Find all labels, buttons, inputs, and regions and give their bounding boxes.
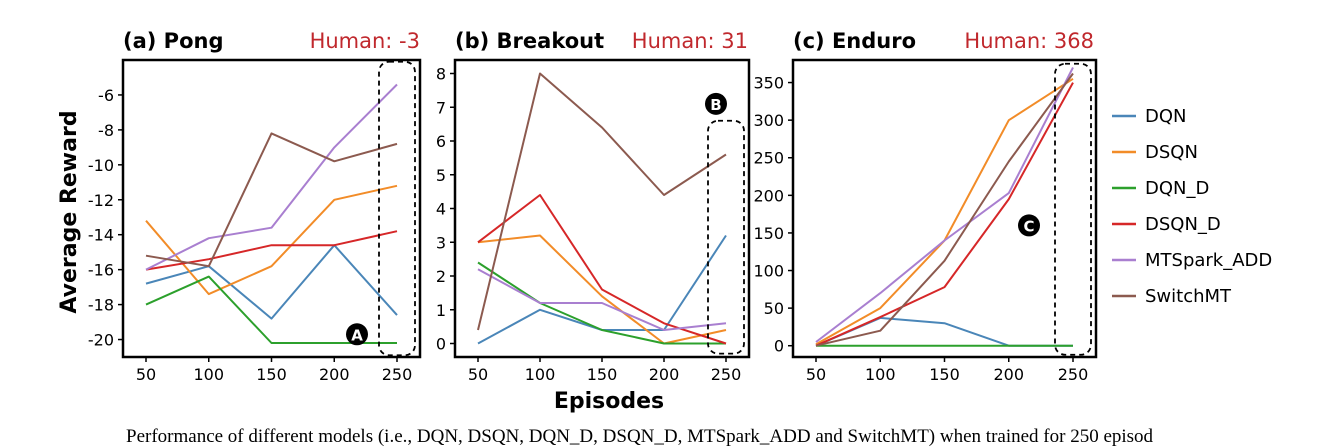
series-line-mtspark-add [815, 67, 1074, 343]
x-tick-label: 100 [865, 365, 896, 384]
x-tick-label: 150 [929, 365, 960, 384]
y-tick-label: -16 [88, 261, 114, 280]
y-tick-label: 200 [753, 186, 784, 205]
legend-item-dqn: DQN [1112, 106, 1187, 127]
human-score-label: Human: 368 [964, 29, 1094, 53]
y-tick-label: 1 [436, 301, 446, 320]
plot-frame [453, 58, 751, 359]
chart-panel-3: (c) Enduro Human: 368 0 50 100 150 200 250 300 35… [753, 29, 1098, 384]
legend-label: SwitchMT [1145, 286, 1232, 307]
x-tick-label: 200 [319, 365, 350, 384]
series-line-switchmt [145, 132, 398, 268]
plot-frame [121, 58, 422, 359]
x-tick-label: 150 [587, 365, 618, 384]
y-tick-label: -6 [98, 86, 114, 105]
y-tick-label: -10 [88, 156, 114, 175]
chart-title: (b) Breakout [455, 29, 604, 53]
x-tick-label: 50 [806, 365, 826, 384]
x-tick-label: 50 [468, 365, 488, 384]
y-axis-label: Average Reward [57, 110, 82, 313]
marker-badge [346, 323, 368, 346]
y-tick-label: -18 [88, 296, 114, 315]
legend-item-dsqn: DSQN [1112, 142, 1198, 163]
y-tick-label: -14 [88, 226, 114, 245]
legend: DQN DSQN DQN_D DSQN_D MTSpark_ADD SwitchMT [1112, 106, 1272, 307]
y-tick-label: 8 [436, 65, 446, 84]
legend-label: DQN_D [1145, 178, 1209, 199]
series-line-dsqn-d [477, 194, 727, 345]
marker-badge [705, 92, 727, 115]
series-line-dsqn-d [815, 82, 1074, 347]
series-line-switchmt [477, 72, 727, 331]
series-line-dsqn [145, 184, 398, 296]
figure-caption: Performance of different models (i.e., D… [126, 426, 1154, 447]
series-line-mtspark-add [477, 268, 727, 331]
chart-title: (c) Enduro [793, 29, 916, 53]
legend-label: DSQN [1145, 142, 1198, 163]
y-tick-label: 0 [436, 335, 446, 354]
chart-title: (a) Pong [123, 29, 223, 53]
y-tick-label: 250 [753, 149, 784, 168]
y-tick-label: 350 [753, 74, 784, 93]
marker-badge-label: C [1023, 217, 1034, 235]
highlight-box [1054, 62, 1092, 356]
x-tick-label: 150 [256, 365, 287, 384]
x-tick-label: 100 [525, 365, 556, 384]
x-tick-label: 250 [1058, 365, 1089, 384]
y-tick-label: -8 [98, 121, 114, 140]
y-tick-label: 3 [436, 233, 446, 252]
series-line-dsqn [815, 77, 1074, 346]
y-tick-label: -20 [88, 331, 114, 350]
series-line-switchmt [815, 72, 1074, 347]
marker-badge-label: A [351, 326, 363, 344]
y-tick-label: 5 [436, 166, 446, 185]
series-line-dsqn [477, 234, 727, 345]
highlight-box [707, 119, 745, 355]
human-score-label: Human: 31 [632, 29, 748, 53]
y-tick-label: 300 [753, 111, 784, 130]
legend-label: MTSpark_ADD [1145, 250, 1272, 271]
legend-label: DQN [1145, 106, 1187, 127]
y-tick-label: 100 [753, 262, 784, 281]
x-tick-label: 50 [136, 365, 156, 384]
marker-badge [1018, 214, 1040, 237]
y-tick-label: 4 [436, 200, 446, 219]
x-tick-label: 200 [649, 365, 680, 384]
x-tick-label: 100 [193, 365, 224, 384]
marker-badge-label: B [710, 96, 721, 114]
legend-item-dqn-d: DQN_D [1112, 178, 1209, 199]
legend-label: DSQN_D [1145, 214, 1221, 235]
chart-panel-1: (a) Pong Human: -3 -20 -18 -16 -14 -12 -10 -8 -6 5… [88, 29, 422, 384]
series-line-dqn [145, 244, 398, 320]
y-tick-label: 7 [436, 98, 446, 117]
y-tick-label: 50 [764, 299, 784, 318]
chart-panels: (a) Pong Human: -3 -20 -18 -16 -14 -12 -10 -8 -6 5… [88, 29, 1098, 384]
legend-item-switchmt: SwitchMT [1112, 286, 1232, 307]
legend-item-mtspark-add: MTSpark_ADD [1112, 250, 1272, 271]
human-score-label: Human: -3 [310, 29, 420, 53]
x-tick-label: 200 [993, 365, 1024, 384]
x-tick-label: 250 [711, 365, 742, 384]
chart-panel-2: (b) Breakout Human: 31 0 1 2 3 4 5 6 7 8 50 100 150 20… [436, 29, 751, 384]
legend-item-dsqn-d: DSQN_D [1112, 214, 1221, 235]
y-tick-label: -12 [88, 191, 114, 210]
series-line-mtspark-add [145, 83, 398, 271]
highlight-box [378, 60, 416, 357]
x-tick-label: 250 [382, 365, 413, 384]
series-line-dqn-d [477, 261, 726, 345]
y-tick-label: 150 [753, 224, 784, 243]
x-axis-label: Episodes [554, 389, 664, 414]
y-tick-label: 6 [436, 132, 446, 151]
y-tick-label: 2 [436, 267, 446, 286]
y-tick-label: 0 [774, 337, 784, 356]
